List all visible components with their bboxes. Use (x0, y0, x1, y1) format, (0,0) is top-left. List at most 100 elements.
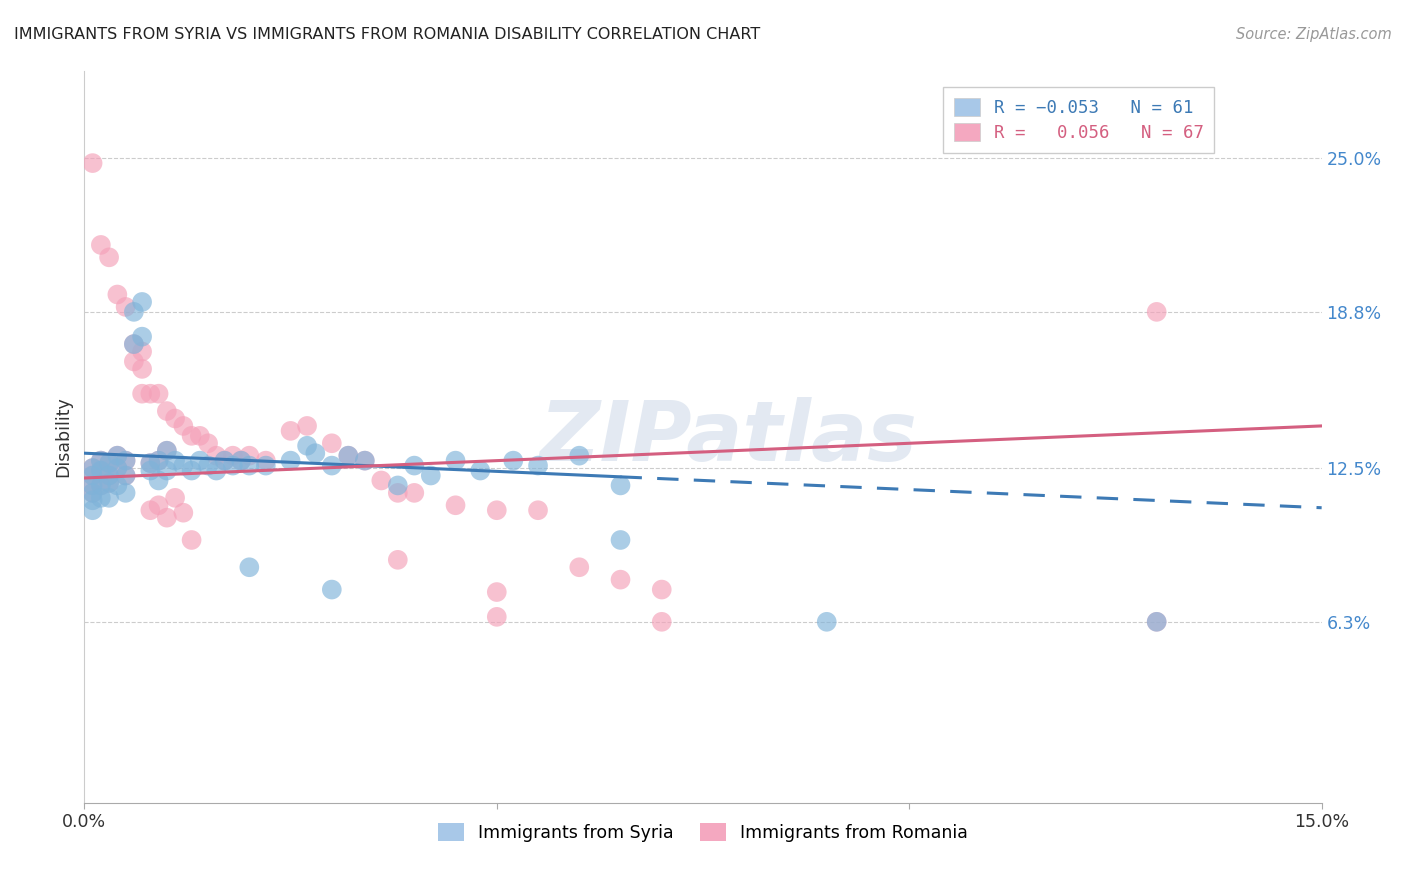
Point (122, 337, 145, 351)
Point (188, 429, 211, 443)
Point (651, 582, 673, 597)
Point (131, 386, 153, 401)
Point (122, 337, 145, 351)
Point (353, 453, 375, 467)
Point (180, 533, 202, 547)
Point (229, 453, 252, 467)
Point (114, 468, 136, 483)
Point (180, 429, 202, 443)
Point (114, 486, 136, 500)
Point (156, 404, 179, 418)
Point (485, 585, 508, 599)
Point (114, 453, 136, 467)
Point (337, 449, 360, 463)
Point (205, 464, 228, 478)
Point (82, 478, 104, 492)
Point (165, 411, 187, 425)
Point (165, 491, 187, 505)
Point (444, 498, 467, 512)
Point (148, 453, 170, 467)
Point (82, 486, 104, 500)
Point (82, 461, 104, 475)
Point (122, 354, 145, 368)
Point (222, 449, 245, 463)
Point (82, 478, 104, 492)
Point (321, 582, 343, 597)
Point (131, 344, 153, 359)
Point (444, 453, 467, 467)
Point (114, 453, 136, 467)
Point (502, 453, 524, 467)
Point (527, 458, 550, 473)
Point (82, 493, 104, 508)
Point (90, 478, 112, 492)
Point (90, 464, 112, 478)
Point (214, 453, 236, 467)
Point (165, 453, 187, 467)
Point (156, 510, 179, 524)
Point (1146, 615, 1168, 629)
Point (105, 461, 128, 475)
Point (1146, 305, 1168, 319)
Point (197, 458, 219, 473)
Point (527, 503, 550, 517)
Point (651, 615, 673, 629)
Point (98, 475, 121, 490)
Point (82, 156, 104, 170)
Point (229, 453, 252, 467)
Point (139, 503, 162, 517)
Point (485, 503, 508, 517)
Point (180, 464, 202, 478)
Point (197, 436, 219, 450)
Point (304, 446, 326, 460)
Point (90, 238, 112, 252)
Point (238, 449, 260, 463)
Text: IMMIGRANTS FROM SYRIA VS IMMIGRANTS FROM ROMANIA DISABILITY CORRELATION CHART: IMMIGRANTS FROM SYRIA VS IMMIGRANTS FROM… (14, 27, 761, 42)
Point (82, 486, 104, 500)
Y-axis label: Disability: Disability (55, 397, 73, 477)
Point (295, 439, 318, 453)
Point (609, 478, 631, 492)
Point (105, 449, 128, 463)
Legend: Immigrants from Syria, Immigrants from Romania: Immigrants from Syria, Immigrants from R… (432, 816, 974, 849)
Point (98, 456, 121, 470)
Point (295, 418, 318, 433)
Point (404, 486, 426, 500)
Point (105, 287, 128, 301)
Text: ZIPatlas: ZIPatlas (538, 397, 917, 477)
Point (114, 468, 136, 483)
Point (387, 478, 409, 492)
Point (105, 449, 128, 463)
Point (105, 461, 128, 475)
Point (156, 443, 179, 458)
Point (337, 449, 360, 463)
Point (254, 458, 277, 473)
Point (387, 486, 409, 500)
Point (98, 468, 121, 483)
Point (90, 491, 112, 505)
Point (419, 468, 441, 483)
Point (105, 478, 128, 492)
Point (470, 464, 492, 478)
Point (370, 474, 392, 488)
Point (139, 386, 162, 401)
Point (485, 610, 508, 624)
Point (568, 449, 591, 463)
Point (131, 362, 153, 376)
Point (254, 453, 277, 467)
Point (238, 458, 260, 473)
Point (172, 458, 194, 473)
Point (98, 250, 121, 264)
Point (222, 458, 245, 473)
Point (148, 453, 170, 467)
Point (214, 453, 236, 467)
Point (568, 560, 591, 574)
Point (98, 475, 121, 490)
Point (404, 458, 426, 473)
Point (98, 468, 121, 483)
Point (98, 491, 121, 505)
Point (148, 498, 170, 512)
Point (1146, 615, 1168, 629)
Point (122, 305, 145, 319)
Point (353, 453, 375, 467)
